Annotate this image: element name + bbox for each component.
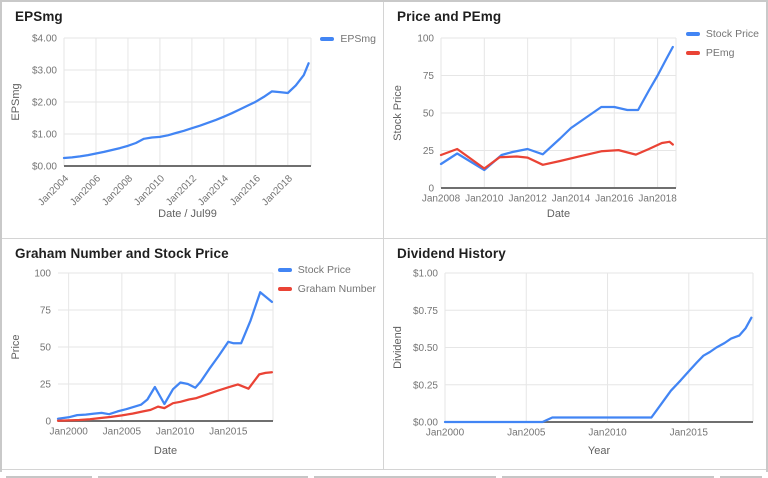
chart-title-graham-number: Graham Number and Stock Price: [15, 246, 229, 261]
pemg-line: [439, 140, 674, 170]
x-tick-label: Jan2012: [164, 173, 199, 208]
x-tick-label: Jan2014: [196, 173, 231, 208]
x-tick-label: Jan2008: [100, 173, 135, 208]
x-axis-title: Date / Jul99: [158, 208, 217, 220]
y-axis-title: EPSmg: [10, 83, 22, 120]
x-tick-label: Jan2004: [36, 173, 71, 208]
y-tick-label: $2.00: [32, 98, 57, 109]
y-tick-label: $0.75: [413, 306, 438, 317]
chart-card-price-and-pemg: Price and PEmg 0 25 50 75 100 Jan2008 Jan2010 J…: [384, 2, 766, 239]
next-row-top-edge: [720, 476, 762, 478]
y-tick-label: $4.00: [32, 34, 57, 45]
stock-price-line: [56, 291, 274, 420]
next-row-top-edge: [314, 476, 496, 478]
next-row-top-edge: [502, 476, 714, 478]
x-tick-label: Jan2018: [260, 173, 295, 208]
next-row-top-edge: [98, 476, 308, 478]
legend-item-stock-price: Stock Price: [685, 28, 759, 40]
legend-label: EPSmg: [340, 33, 376, 45]
y-tick-label: $1.00: [413, 269, 438, 280]
x-tick-label: Jan2016: [228, 173, 263, 208]
next-row-top-edge: [6, 476, 92, 478]
x-axis-title: Year: [588, 445, 611, 457]
y-axis-title: Price: [10, 334, 22, 359]
x-tick-label: Jan2016: [595, 194, 634, 205]
legend-dash-icon: [277, 287, 292, 291]
x-axis-title: Date: [154, 445, 177, 457]
price-pemg-chart-canvas[interactable]: 0 25 50 75 100 Jan2008 Jan2010 Jan2012 Jan2014 Ja…: [384, 2, 766, 237]
y-tick-label: 75: [40, 306, 52, 317]
chart-grid: EPSmg $0.00 $1.00 $2.00 $3.00 $4.00 Jan2004 Ja…: [2, 2, 766, 470]
chart-card-epsmg: EPSmg $0.00 $1.00 $2.00 $3.00 $4.00 Jan2004 Ja…: [2, 2, 384, 239]
chart-card-dividend-history: Dividend History $0.00 $0.25 $0.50 $0.75 $1.…: [384, 239, 766, 470]
y-tick-label: 50: [423, 109, 435, 120]
legend-dash-icon: [685, 51, 700, 55]
epsmg-legend: EPSmg: [320, 33, 376, 45]
legend-dash-icon: [320, 37, 335, 41]
chart-title-dividend-history: Dividend History: [397, 246, 506, 261]
x-tick-label: Jan2015: [670, 428, 709, 439]
graham-number-chart-canvas[interactable]: 0 25 50 75 100 Jan2000 Jan2005 Jan2010 Jan2015 Da…: [2, 239, 383, 469]
legend-label: Graham Number: [297, 283, 376, 295]
legend-dash-icon: [685, 32, 700, 36]
y-tick-label: 0: [428, 184, 434, 195]
legend-item-graham-number: Graham Number: [277, 283, 376, 295]
x-tick-label: Jan2014: [552, 194, 591, 205]
legend-item-epsmg: EPSmg: [320, 33, 376, 45]
legend-label: PEmg: [705, 47, 735, 59]
dividend-history-chart-canvas[interactable]: $0.00 $0.25 $0.50 $0.75 $1.00 Jan2000 Jan2005 J…: [384, 239, 766, 469]
price-pemg-legend: Stock Price PEmg: [685, 28, 759, 59]
x-tick-label: Jan2005: [507, 428, 546, 439]
x-axis-title: Date: [547, 208, 570, 220]
y-tick-label: 0: [45, 417, 51, 428]
y-tick-label: 100: [417, 34, 434, 45]
chart-card-graham-number: Graham Number and Stock Price 0 25 50 75 100…: [2, 239, 384, 470]
epsmg-chart-canvas[interactable]: $0.00$1.00$2.00$3.00$4.00Jan2004Jan2006J…: [2, 2, 383, 237]
graham-number-line: [56, 371, 274, 422]
y-tick-label: 25: [423, 146, 435, 157]
chart-title-price-and-pemg: Price and PEmg: [397, 9, 502, 24]
epsmg-line: [62, 62, 310, 160]
y-axis-title: Dividend: [392, 326, 404, 369]
x-tick-label: Jan2005: [103, 427, 142, 438]
x-tick-label: Jan2008: [422, 194, 461, 205]
y-tick-label: 100: [34, 269, 51, 280]
y-tick-label: $3.00: [32, 66, 57, 77]
x-tick-label: Jan2010: [588, 428, 627, 439]
x-tick-label: Jan2018: [638, 194, 677, 205]
y-tick-label: $0.25: [413, 380, 438, 391]
y-tick-label: $0.50: [413, 343, 438, 354]
x-tick-label: Jan2010: [156, 427, 195, 438]
y-tick-label: 75: [423, 71, 435, 82]
chart-title-epsmg: EPSmg: [15, 9, 63, 24]
legend-label: Stock Price: [705, 28, 759, 40]
x-tick-label: Jan2015: [209, 427, 248, 438]
legend-item-pemg: PEmg: [685, 47, 735, 59]
y-tick-label: 50: [40, 343, 52, 354]
x-tick-label: Jan2006: [68, 173, 103, 208]
x-tick-label: Jan2012: [508, 194, 547, 205]
x-tick-label: Jan2000: [49, 427, 88, 438]
legend-dash-icon: [277, 268, 292, 272]
x-tick-label: Jan2000: [426, 428, 465, 439]
graham-number-legend: Stock Price Graham Number: [277, 264, 376, 295]
y-tick-label: $1.00: [32, 130, 57, 141]
stock-price-line: [439, 45, 674, 172]
x-tick-label: Jan2010: [132, 173, 167, 208]
y-tick-label: $0.00: [413, 418, 438, 429]
dividend-line: [443, 316, 753, 424]
y-tick-label: 25: [40, 380, 52, 391]
legend-item-stock-price: Stock Price: [277, 264, 351, 276]
x-tick-label: Jan2010: [465, 194, 504, 205]
y-tick-label: $0.00: [32, 162, 57, 173]
y-axis-title: Stock Price: [392, 85, 404, 141]
legend-label: Stock Price: [297, 264, 351, 276]
